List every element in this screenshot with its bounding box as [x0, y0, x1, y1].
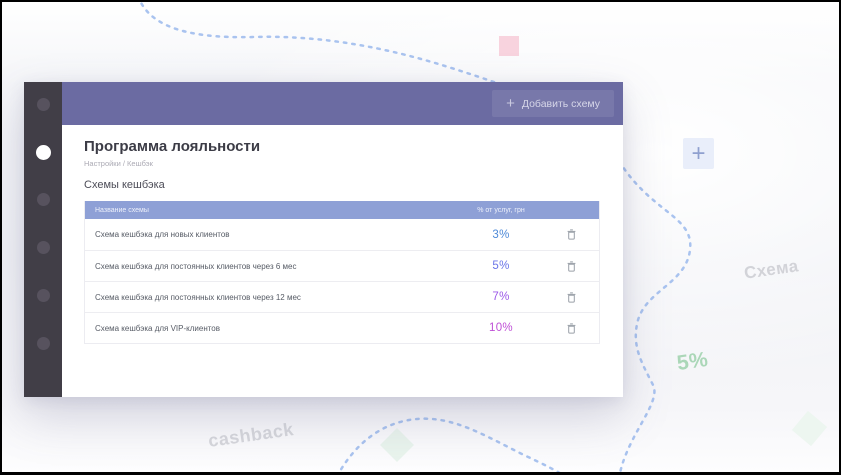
scheme-name: Схема кешбэка для постоянных клиентов че…: [95, 261, 297, 271]
sidebar-item[interactable]: [36, 241, 50, 254]
add-scheme-button[interactable]: + Добавить схему: [492, 90, 614, 117]
plus-tile-decor: +: [683, 138, 714, 169]
scheme-percent: 7%: [492, 291, 510, 303]
main-panel: + Добавить схему Программа лояльности На…: [62, 82, 623, 397]
column-header-name: Название схемы: [95, 206, 149, 214]
app-header: + Добавить схему: [62, 82, 623, 125]
trash-icon: [567, 291, 575, 303]
pink-square-decor: [499, 36, 519, 56]
breadcrumb[interactable]: Настройки / Кешбэк: [84, 159, 153, 168]
table-row[interactable]: Схема кешбэка для постоянных клиентов че…: [85, 281, 599, 312]
scheme-name: Схема кешбэка для постоянных клиентов че…: [95, 292, 301, 302]
scheme-percent: 10%: [489, 322, 513, 334]
scheme-percent: 5%: [492, 260, 510, 272]
scheme-percent: 3%: [492, 228, 510, 241]
sidebar-item[interactable]: [36, 337, 50, 350]
app-window: + Добавить схему Программа лояльности На…: [24, 82, 623, 397]
table-row[interactable]: Схема кешбэка для новых клиентов 3%: [85, 219, 599, 250]
plus-icon: +: [506, 95, 515, 112]
delete-button[interactable]: [565, 227, 578, 242]
page-content: Программа лояльности Настройки / Кешбэк …: [62, 125, 623, 397]
row-actions: [543, 227, 599, 242]
row-actions: [543, 259, 599, 274]
sidebar: [24, 82, 62, 397]
table-row[interactable]: Схема кешбэка для VIP-клиентов 10%: [85, 312, 599, 343]
table-header-row: Название схемы % от услуг, грн: [85, 201, 599, 219]
scheme-name: Схема кешбэка для новых клиентов: [95, 230, 230, 239]
add-scheme-button-label: Добавить схему: [521, 97, 600, 110]
section-title: Схемы кешбэка: [84, 179, 165, 191]
page-title: Программа лояльности: [84, 138, 261, 155]
sidebar-item[interactable]: [36, 98, 50, 111]
scheme-name: Схема кешбэка для VIP-клиентов: [95, 323, 221, 333]
trash-icon: [567, 322, 575, 334]
delete-button[interactable]: [565, 290, 578, 305]
column-header-percent: % от услуг, грн: [477, 206, 525, 214]
plus-icon: +: [691, 139, 706, 167]
row-actions: [543, 321, 599, 336]
sidebar-item[interactable]: [36, 193, 50, 206]
ghost-text-percent: 5%: [675, 347, 710, 376]
trash-icon: [567, 229, 575, 240]
table-row[interactable]: Схема кешбэка для постоянных клиентов че…: [85, 250, 599, 281]
delete-button[interactable]: [565, 321, 578, 336]
delete-button[interactable]: [565, 259, 578, 274]
row-actions: [543, 290, 599, 305]
cashback-schemes-table: Название схемы % от услуг, грн Схема кеш…: [84, 201, 600, 344]
trash-icon: [567, 260, 575, 272]
sidebar-item-active[interactable]: [35, 145, 51, 160]
sidebar-item[interactable]: [36, 289, 50, 302]
